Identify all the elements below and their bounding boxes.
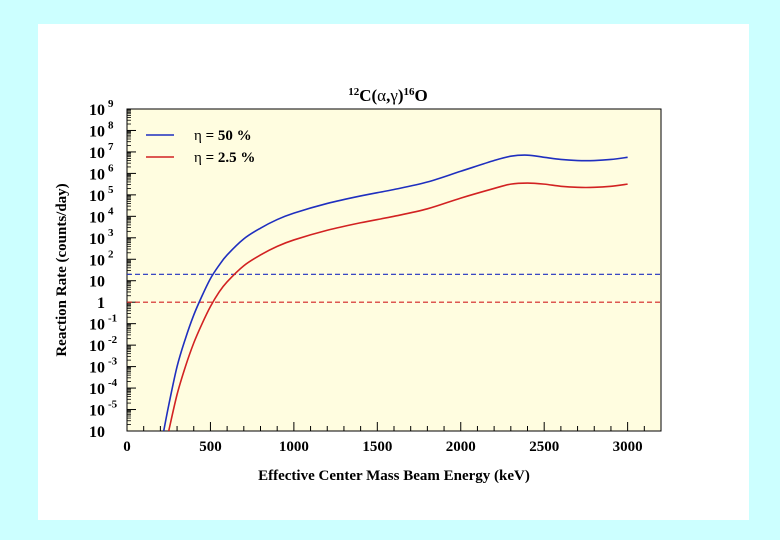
y-tick-label-base: 10	[89, 252, 105, 269]
legend-eta50-text: = 50 %	[202, 128, 252, 144]
x-tick-label: 500	[199, 439, 222, 455]
y-tick-label-exponent: 3	[108, 227, 114, 239]
y-tick-label-exponent: -4	[108, 377, 118, 389]
y-tick-label-base: 10	[89, 166, 105, 183]
y-tick-label-base: 10	[89, 145, 105, 162]
x-tick-label: 1500	[362, 439, 392, 455]
y-tick-label-base: 10	[89, 360, 105, 377]
y-tick-label-exponent: 2	[108, 248, 114, 260]
legend-eta-symbol: η	[194, 128, 202, 144]
x-tick-label: 2500	[529, 439, 559, 455]
legend-label-eta50: η = 50 %	[194, 128, 252, 144]
y-tick-label-base: 10	[89, 209, 105, 226]
reaction-rate-chart: 12C(α,γ)16O Effective Center Mass Beam E…	[54, 86, 662, 484]
y-tick-label-base: 10	[89, 231, 105, 248]
y-tick-label-base: 10	[89, 274, 105, 291]
y-tick-label-exponent: 4	[108, 205, 114, 217]
x-tick-label: 3000	[613, 439, 643, 455]
y-tick-label-base: 10	[89, 317, 105, 334]
legend-eta-symbol: η	[194, 150, 202, 166]
legend: η = 50 % η = 2.5 %	[146, 128, 255, 166]
y-tick-label-exponent: 7	[108, 141, 114, 153]
title-gamma: γ	[389, 86, 398, 105]
y-axis-label: Reaction Rate (counts/day)	[54, 183, 70, 356]
y-tick-label-base: 10	[89, 424, 105, 441]
y-tick-label-base: 10	[89, 381, 105, 398]
title-pre-sup: 12	[348, 86, 360, 98]
title-main: C(	[359, 86, 377, 105]
y-tick-label-exponent: -2	[108, 334, 118, 346]
x-tick-label: 0	[123, 439, 131, 455]
title-post: O	[415, 86, 428, 105]
legend-label-eta2-5: η = 2.5 %	[194, 150, 255, 166]
y-tick-label-base: 10	[89, 403, 105, 420]
title-alpha: α	[377, 86, 386, 105]
y-tick-label-exponent: -5	[108, 399, 118, 411]
title-comma: ,	[386, 86, 390, 105]
legend-eta2-5-text: = 2.5 %	[202, 150, 256, 166]
title-close: )	[398, 86, 404, 105]
slide-panel: 12C(α,γ)16O Effective Center Mass Beam E…	[38, 24, 749, 520]
y-tick-label-base: 1	[97, 295, 105, 312]
series-line-eta2-5	[167, 182, 628, 431]
series-line-eta50	[162, 154, 628, 431]
y-tick-label-exponent: 5	[108, 184, 114, 196]
y-tick-label-base: 10	[89, 188, 105, 205]
y-tick-label-exponent: 6	[108, 162, 114, 174]
x-tick-label: 1000	[279, 439, 309, 455]
y-tick-label-exponent: -3	[108, 356, 118, 368]
y-tick-label-base: 10	[89, 102, 105, 119]
y-tick-label-exponent: 9	[108, 98, 114, 110]
chart-title: 12C(α,γ)16O	[348, 86, 428, 105]
y-tick-label-exponent: -1	[108, 313, 117, 325]
y-tick-label-base: 10	[89, 123, 105, 140]
x-tick-label: 2000	[446, 439, 476, 455]
y-tick-label-exponent: 8	[108, 119, 114, 131]
y-tick-label-base: 10	[89, 338, 105, 355]
x-axis-label: Effective Center Mass Beam Energy (keV)	[258, 468, 530, 484]
title-post-sup: 16	[404, 86, 416, 98]
